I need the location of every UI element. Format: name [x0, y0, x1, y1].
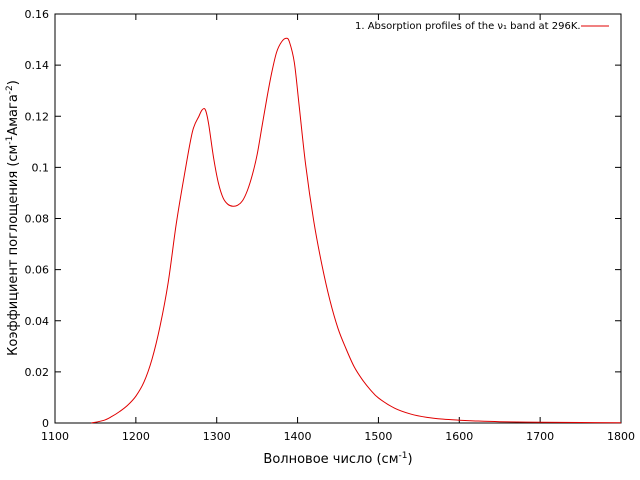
- y-tick-label: 0.16: [25, 8, 50, 21]
- y-axis-label: Коэффициент поглощения (см-1Амага-2): [5, 80, 21, 356]
- x-tick-label: 1500: [364, 430, 392, 443]
- y-axis-label-sup1: -1: [5, 136, 15, 145]
- series-line: [91, 37, 622, 424]
- y-tick-label: 0: [42, 417, 49, 430]
- x-axis-label-sup: -1: [399, 451, 408, 461]
- x-axis-label: Волновое число (см-1): [263, 451, 412, 467]
- y-tick-label: 0.02: [25, 366, 50, 379]
- y-axis-label-text: Коэффициент поглощения (см: [6, 145, 21, 356]
- x-tick-label: 1300: [203, 430, 231, 443]
- y-axis-label-mid: Амага: [6, 94, 21, 135]
- x-tick-label: 1700: [526, 430, 554, 443]
- y-tick-label: 0.08: [25, 213, 50, 226]
- y-tick-label: 0.1: [32, 161, 50, 174]
- y-axis: 0 0.02 0.04 0.06 0.08 0.1 0.12 0.14 0.16: [25, 8, 621, 430]
- y-tick-label: 0.14: [25, 59, 50, 72]
- x-axis: 1100 1200 1300 1400 1500 1600 1700 1800: [41, 14, 635, 443]
- y-tick-label: 0.12: [25, 110, 50, 123]
- y-tick-label: 0.04: [25, 315, 50, 328]
- legend: 1. Absorption profiles of the ν₁ band at…: [355, 21, 609, 32]
- y-axis-label-sup2: -2: [5, 85, 15, 94]
- x-tick-label: 1600: [445, 430, 473, 443]
- y-tick-label: 0.06: [25, 264, 50, 277]
- x-axis-label-end: ): [407, 452, 412, 467]
- x-tick-label: 1100: [41, 430, 69, 443]
- x-tick-label: 1800: [607, 430, 635, 443]
- y-axis-label-end: ): [6, 80, 21, 85]
- x-tick-label: 1200: [122, 430, 150, 443]
- x-axis-label-text: Волновое число (см: [263, 452, 398, 467]
- x-tick-label: 1400: [284, 430, 312, 443]
- legend-label: 1. Absorption profiles of the ν₁ band at…: [355, 21, 581, 32]
- plot-frame: [54, 13, 622, 424]
